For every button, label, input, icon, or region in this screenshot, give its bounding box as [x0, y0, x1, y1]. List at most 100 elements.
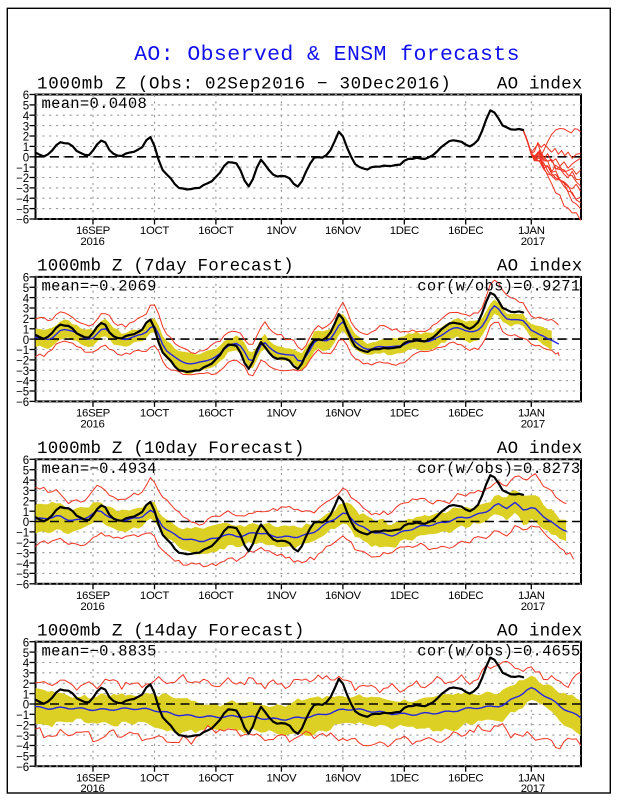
svg-text:1000mb Z (10day Forecast): 1000mb Z (10day Forecast) — [37, 439, 305, 459]
svg-text:−1: −1 — [16, 710, 29, 722]
svg-text:1JAN: 1JAN — [518, 225, 545, 237]
svg-text:1DEC: 1DEC — [390, 772, 419, 784]
svg-text:1: 1 — [23, 325, 29, 337]
svg-text:mean=−0.8835: mean=−0.8835 — [42, 642, 157, 660]
svg-text:−5: −5 — [16, 387, 29, 399]
svg-text:2016: 2016 — [80, 418, 104, 430]
svg-text:2017: 2017 — [521, 418, 545, 430]
svg-text:1000mb Z (7day Forecast): 1000mb Z (7day Forecast) — [37, 257, 294, 277]
svg-text:mean=0.0408: mean=0.0408 — [42, 95, 148, 113]
svg-text:2: 2 — [23, 314, 29, 326]
svg-text:mean=−0.4934: mean=−0.4934 — [42, 460, 157, 478]
svg-text:5: 5 — [23, 283, 29, 295]
svg-text:5: 5 — [23, 648, 29, 660]
svg-text:cor(w/obs)=0.4655: cor(w/obs)=0.4655 — [417, 642, 580, 660]
svg-text:AO index: AO index — [497, 74, 583, 94]
svg-text:3: 3 — [23, 669, 29, 681]
svg-text:−1: −1 — [16, 163, 29, 175]
svg-text:−3: −3 — [16, 184, 29, 196]
svg-text:1NOV: 1NOV — [266, 408, 297, 420]
svg-text:5: 5 — [23, 465, 29, 477]
svg-text:−6: −6 — [16, 762, 29, 774]
svg-text:16OCT: 16OCT — [198, 408, 234, 420]
svg-text:6: 6 — [23, 455, 29, 467]
svg-text:cor(w/obs)=0.9271: cor(w/obs)=0.9271 — [417, 278, 580, 296]
svg-text:−4: −4 — [16, 194, 30, 206]
svg-text:0: 0 — [23, 517, 29, 529]
svg-text:mean=−0.2069: mean=−0.2069 — [42, 278, 157, 296]
svg-text:2017: 2017 — [521, 783, 545, 795]
svg-text:16OCT: 16OCT — [198, 225, 234, 237]
svg-text:1DEC: 1DEC — [390, 225, 419, 237]
svg-text:1OCT: 1OCT — [140, 772, 170, 784]
svg-text:1DEC: 1DEC — [390, 590, 419, 602]
svg-text:2016: 2016 — [80, 783, 104, 795]
svg-text:16DEC: 16DEC — [448, 772, 483, 784]
svg-text:2: 2 — [23, 679, 29, 691]
svg-text:16SEP: 16SEP — [76, 225, 110, 237]
svg-text:1JAN: 1JAN — [518, 772, 545, 784]
svg-text:1OCT: 1OCT — [140, 225, 170, 237]
svg-text:−3: −3 — [16, 548, 29, 560]
svg-text:1NOV: 1NOV — [266, 772, 297, 784]
svg-text:0: 0 — [23, 335, 29, 347]
svg-text:16DEC: 16DEC — [448, 408, 483, 420]
svg-text:0: 0 — [23, 700, 29, 712]
svg-text:−4: −4 — [16, 741, 30, 753]
svg-text:1: 1 — [23, 142, 29, 154]
svg-text:1DEC: 1DEC — [390, 408, 419, 420]
svg-text:16NOV: 16NOV — [325, 772, 362, 784]
svg-text:−2: −2 — [16, 173, 29, 185]
svg-text:2: 2 — [23, 497, 29, 509]
svg-text:cor(w/obs)=0.8273: cor(w/obs)=0.8273 — [417, 460, 580, 478]
svg-text:4: 4 — [23, 658, 30, 670]
svg-text:16OCT: 16OCT — [198, 772, 234, 784]
svg-text:2017: 2017 — [521, 236, 545, 248]
svg-text:3: 3 — [23, 486, 29, 498]
svg-text:16OCT: 16OCT — [198, 590, 234, 602]
svg-text:1JAN: 1JAN — [518, 408, 545, 420]
svg-text:5: 5 — [23, 101, 29, 113]
svg-text:−4: −4 — [16, 376, 30, 388]
svg-text:6: 6 — [23, 90, 29, 102]
svg-text:−1: −1 — [16, 528, 29, 540]
svg-text:1: 1 — [23, 689, 29, 701]
svg-text:−4: −4 — [16, 559, 30, 571]
svg-text:2: 2 — [23, 132, 29, 144]
svg-text:AO index: AO index — [497, 439, 583, 459]
svg-text:16SEP: 16SEP — [76, 590, 110, 602]
svg-text:AO index: AO index — [497, 257, 583, 277]
svg-text:−6: −6 — [16, 580, 29, 592]
svg-text:−2: −2 — [16, 720, 29, 732]
svg-text:16SEP: 16SEP — [76, 772, 110, 784]
svg-text:16SEP: 16SEP — [76, 408, 110, 420]
svg-text:−2: −2 — [16, 356, 29, 368]
svg-text:AO: Observed & ENSM forecasts: AO: Observed & ENSM forecasts — [134, 43, 520, 67]
svg-text:16DEC: 16DEC — [448, 590, 483, 602]
svg-text:1NOV: 1NOV — [266, 590, 297, 602]
svg-text:−6: −6 — [16, 397, 29, 409]
svg-text:−1: −1 — [16, 345, 29, 357]
svg-text:4: 4 — [23, 293, 30, 305]
svg-text:−5: −5 — [16, 204, 29, 216]
svg-text:16NOV: 16NOV — [325, 408, 362, 420]
svg-text:6: 6 — [23, 637, 29, 649]
svg-text:0: 0 — [23, 152, 29, 164]
svg-text:−3: −3 — [16, 731, 29, 743]
svg-text:−3: −3 — [16, 366, 29, 378]
svg-text:−5: −5 — [16, 752, 29, 764]
svg-text:−5: −5 — [16, 569, 29, 581]
svg-text:1OCT: 1OCT — [140, 590, 170, 602]
svg-text:3: 3 — [23, 304, 29, 316]
svg-text:1NOV: 1NOV — [266, 225, 297, 237]
svg-text:1000mb Z (14day Forecast): 1000mb Z (14day Forecast) — [37, 622, 305, 642]
svg-text:16NOV: 16NOV — [325, 225, 362, 237]
svg-text:3: 3 — [23, 121, 29, 133]
svg-text:1000mb Z (Obs: 02Sep2016 − 30D: 1000mb Z (Obs: 02Sep2016 − 30Dec2016) — [37, 74, 451, 94]
svg-text:4: 4 — [23, 111, 30, 123]
svg-text:−6: −6 — [16, 215, 29, 227]
svg-text:1JAN: 1JAN — [518, 590, 545, 602]
svg-text:2016: 2016 — [80, 236, 104, 248]
svg-text:1OCT: 1OCT — [140, 408, 170, 420]
svg-text:1: 1 — [23, 507, 29, 519]
